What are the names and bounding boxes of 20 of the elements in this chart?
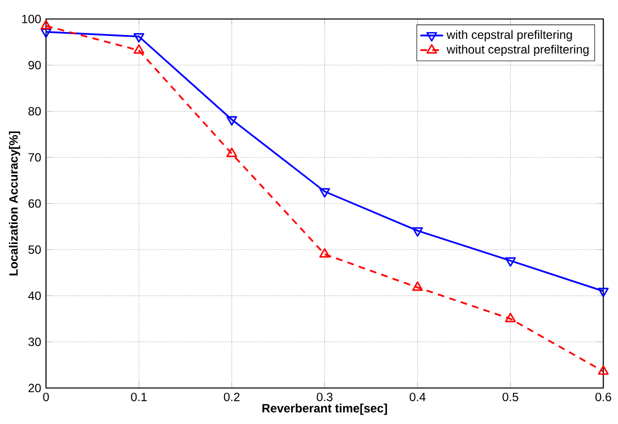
legend-label: with cepstral prefiltering (446, 30, 572, 42)
y-tick-label: 70 (28, 153, 41, 162)
y-tick-label: 100 (22, 14, 41, 24)
y-tick-label: 90 (28, 60, 41, 70)
x-tick-label: 0.4 (410, 392, 426, 402)
x-tick-label: 0.2 (224, 392, 240, 402)
y-axis-title: Localization Accuracy[%] (8, 131, 20, 276)
x-tick-label: 0.5 (502, 392, 518, 402)
y-tick-label: 40 (28, 291, 41, 300)
x-tick-label: 0.6 (595, 392, 612, 402)
x-tick-label: 0.3 (316, 392, 332, 402)
x-axis-title: Reverberant time[sec] (262, 404, 387, 415)
x-tick-label: 0 (43, 392, 49, 402)
y-tick-label: 60 (28, 199, 41, 208)
y-tick-label: 20 (28, 384, 41, 392)
y-tick-label: 50 (28, 245, 41, 254)
x-tick-label: 0.1 (131, 392, 147, 402)
legend-label: without cepstral prefiltering (446, 44, 589, 56)
y-tick-label: 30 (28, 338, 41, 346)
y-tick-label: 80 (28, 106, 41, 116)
